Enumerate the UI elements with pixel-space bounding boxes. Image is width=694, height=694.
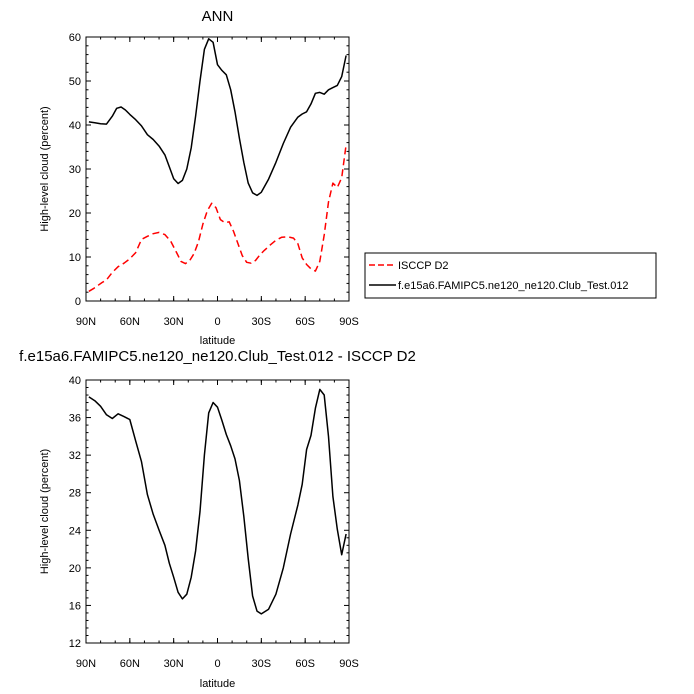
y-tick-label: 10 [69, 252, 81, 264]
y-tick-label: 30 [69, 164, 81, 176]
y-tick-label: 60 [69, 32, 81, 44]
x-tick-label: 30N [164, 658, 184, 670]
plot-frame [85, 379, 350, 644]
y-tick-label: 20 [69, 208, 81, 220]
legend: ISCCP D2 f.e15a6.FAMIPC5.ne120_ne120.Club… [364, 252, 657, 299]
y-tick-label: 24 [69, 525, 81, 537]
x-tick-label: 30S [252, 316, 272, 328]
x-tick-label: 90N [76, 316, 96, 328]
chart-panel-2: f.e15a6.FAMIPC5.ne120_ne120.Club_Test.01… [19, 348, 416, 690]
x-tick-label: 30N [164, 316, 184, 328]
x-axis-label: latitude [200, 335, 235, 347]
y-axis-label: High-level cloud (percent) [39, 106, 51, 231]
y-tick-label: 20 [69, 563, 81, 575]
x-tick-label: 0 [214, 316, 220, 328]
x-tick-label: 60S [295, 658, 315, 670]
legend-label-1: ISCCP D2 [398, 260, 449, 272]
legend-label-2: f.e15a6.FAMIPC5.ne120_ne120.Club_Test.01… [398, 280, 629, 292]
chart-title: ANN [202, 8, 234, 25]
series-line-2 [88, 38, 347, 197]
y-tick-label: 50 [69, 76, 81, 88]
y-tick-label: 40 [69, 375, 81, 387]
chart-title: f.e15a6.FAMIPC5.ne120_ne120.Club_Test.01… [19, 348, 416, 365]
x-axis-label: latitude [200, 678, 235, 690]
y-tick-label: 32 [69, 450, 81, 462]
x-tick-label: 90S [339, 316, 359, 328]
y-tick-label: 36 [69, 413, 81, 425]
x-tick-label: 0 [214, 658, 220, 670]
x-tick-label: 60N [120, 316, 140, 328]
y-tick-label: 40 [69, 120, 81, 132]
series-line-1 [88, 388, 347, 615]
legend-box [364, 252, 657, 299]
chart-panel-1: ANN 90N 60N 30N 0 30S 60S 90S 0 10 20 30 40 50 60 latit… [39, 8, 657, 347]
y-tick-label: 0 [75, 296, 81, 308]
x-tick-label: 30S [252, 658, 272, 670]
series-line-1 [88, 144, 347, 292]
x-tick-label: 60S [295, 316, 315, 328]
x-tick-label: 90N [76, 658, 96, 670]
y-tick-label: 28 [69, 488, 81, 500]
x-tick-label: 90S [339, 658, 359, 670]
x-tick-label: 60N [120, 658, 140, 670]
y-axis-label: High-level cloud (percent) [39, 449, 51, 574]
y-tick-label: 16 [69, 600, 81, 612]
y-tick-label: 12 [69, 638, 81, 650]
